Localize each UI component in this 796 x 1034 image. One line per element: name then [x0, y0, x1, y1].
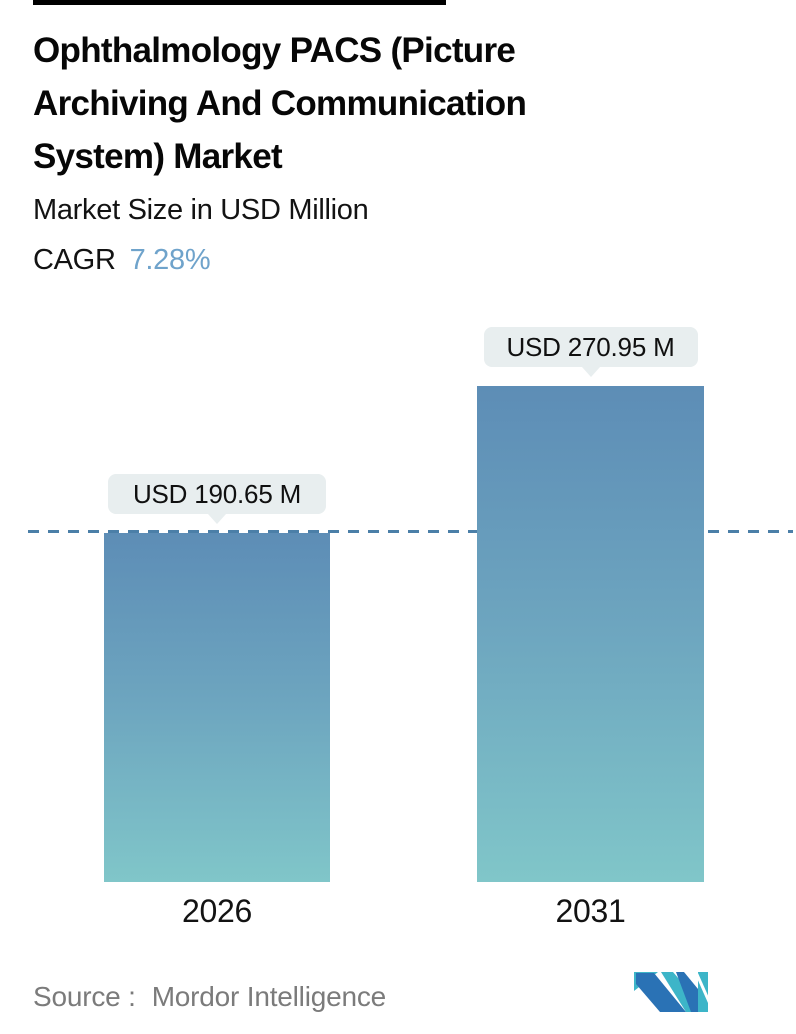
top-crop-artifact: [33, 0, 446, 5]
bar-group-2026: USD 190.65 M: [104, 0, 330, 882]
reference-dashed-line: [28, 530, 793, 533]
value-label-bubble-2026: USD 190.65 M: [108, 474, 326, 524]
bar-chart: USD 190.65 M USD 270.95 M: [28, 0, 793, 882]
cagr-value: 7.28%: [129, 244, 211, 276]
source-label: Source :: [33, 981, 136, 1012]
chart-title: Ophthalmology PACS (Picture Archiving An…: [33, 24, 733, 183]
value-label-bubble-2031: USD 270.95 M: [483, 327, 698, 377]
x-axis-label-2026: 2026: [182, 893, 252, 929]
source-value: Mordor Intelligence: [151, 981, 387, 1012]
bar-2031: [477, 386, 704, 882]
mordor-intelligence-logo: [634, 972, 710, 1012]
cagr-row: CAGR 7.28%: [33, 244, 211, 277]
chart-title-line-1: Ophthalmology PACS (Picture: [33, 31, 516, 70]
cagr-label: CAGR: [33, 244, 116, 276]
chart-title-line-2: Archiving And Communication: [33, 84, 527, 123]
chart-subtitle: Market Size in USD Million: [33, 194, 369, 226]
source-attribution: Source : Mordor Intelligence: [33, 981, 386, 1013]
bar-group-2031: USD 270.95 M: [477, 0, 704, 882]
x-axis-label-2031: 2031: [555, 893, 626, 929]
bar-2026: [104, 533, 330, 882]
chart-title-line-3: System) Market: [33, 137, 283, 176]
